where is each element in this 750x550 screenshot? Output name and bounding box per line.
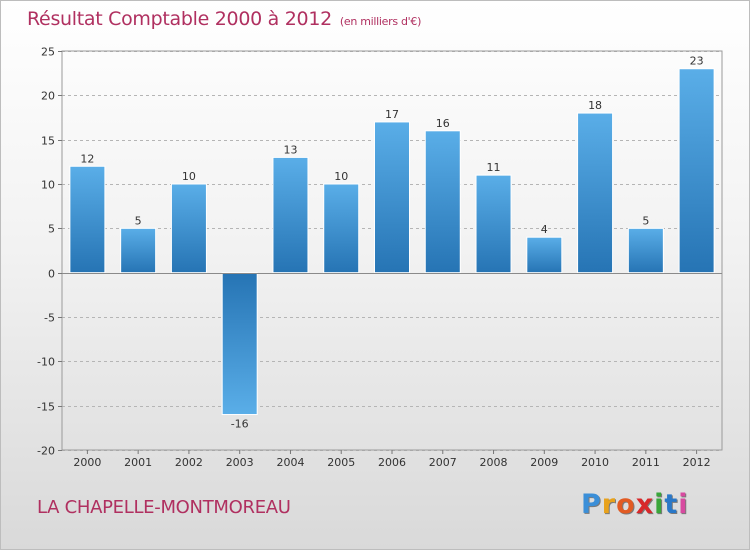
commune-name: LA CHAPELLE-MONTMOREAU	[37, 497, 291, 518]
x-tick-label: 2005	[327, 456, 355, 469]
value-label: 12	[80, 152, 94, 165]
x-tick-label: 2011	[632, 456, 660, 469]
axis-layer: 25 20 15 10 5 0 -5 -10 -15 -20 12 2000 5 2001 10 2002 -1…	[37, 46, 723, 469]
value-label: 18	[588, 99, 602, 112]
value-label: 17	[385, 108, 399, 121]
value-label: -16	[231, 418, 249, 431]
x-tick-label: 2010	[581, 456, 609, 469]
bar-2005	[323, 183, 360, 274]
bar-layer	[69, 68, 715, 416]
x-tick-label: 2002	[175, 456, 203, 469]
bar-2001	[120, 227, 157, 274]
y-tick-label: 20	[41, 90, 55, 103]
y-tick-label: 10	[41, 179, 55, 192]
logo-letter: i	[654, 489, 665, 520]
logo-letter: r	[601, 489, 617, 520]
x-tick-label: 2004	[276, 456, 304, 469]
logo-letter: P	[581, 489, 602, 520]
x-tick-label: 2006	[378, 456, 406, 469]
value-label: 16	[436, 117, 450, 130]
value-label: 10	[182, 170, 196, 183]
y-tick-label: 5	[48, 223, 55, 236]
value-label: 10	[334, 170, 348, 183]
bar-2000	[69, 165, 106, 274]
value-label: 13	[283, 143, 297, 156]
bar-2009	[526, 236, 563, 274]
logo-letter: t	[664, 489, 679, 520]
bar-2006	[374, 121, 410, 274]
value-label: 4	[541, 223, 548, 236]
bar-2010	[577, 112, 614, 274]
chart-title: Résultat Comptable 2000 à 2012 (en millie…	[27, 8, 421, 30]
value-label: 23	[690, 55, 704, 68]
y-tick-label: 0	[48, 268, 55, 281]
bar-2004	[272, 156, 309, 274]
x-tick-label: 2003	[226, 456, 254, 469]
logo-letter: i	[678, 489, 689, 520]
logo-letter: o	[616, 489, 636, 520]
bar-2002	[170, 183, 207, 274]
bar-2012	[678, 68, 715, 274]
value-label: 11	[487, 161, 501, 174]
logo-letter: x	[635, 489, 655, 520]
x-tick-label: 2001	[124, 456, 152, 469]
bar-2003	[221, 272, 258, 416]
x-tick-label: 2007	[429, 456, 457, 469]
value-label: 5	[135, 214, 142, 227]
bar-2011	[627, 227, 664, 274]
y-tick-label: 25	[41, 46, 55, 59]
y-tick-label: -15	[37, 401, 55, 414]
y-tick-label: -10	[37, 356, 55, 369]
y-tick-label: 15	[41, 135, 55, 148]
chart-title-text: Résultat Comptable 2000 à 2012	[27, 8, 332, 30]
value-label: 5	[642, 214, 649, 227]
bar-2007	[424, 130, 461, 274]
x-tick-label: 2009	[530, 456, 558, 469]
x-tick-label: 2012	[683, 456, 711, 469]
bar-2008	[475, 174, 512, 274]
x-tick-label: 2008	[480, 456, 508, 469]
x-tick-label: 2000	[73, 456, 101, 469]
y-tick-label: -5	[44, 312, 55, 325]
unit-note: (en milliers d'€)	[339, 15, 422, 28]
y-tick-label: -20	[37, 445, 55, 458]
proxiti-logo: Proxiti	[581, 489, 689, 520]
